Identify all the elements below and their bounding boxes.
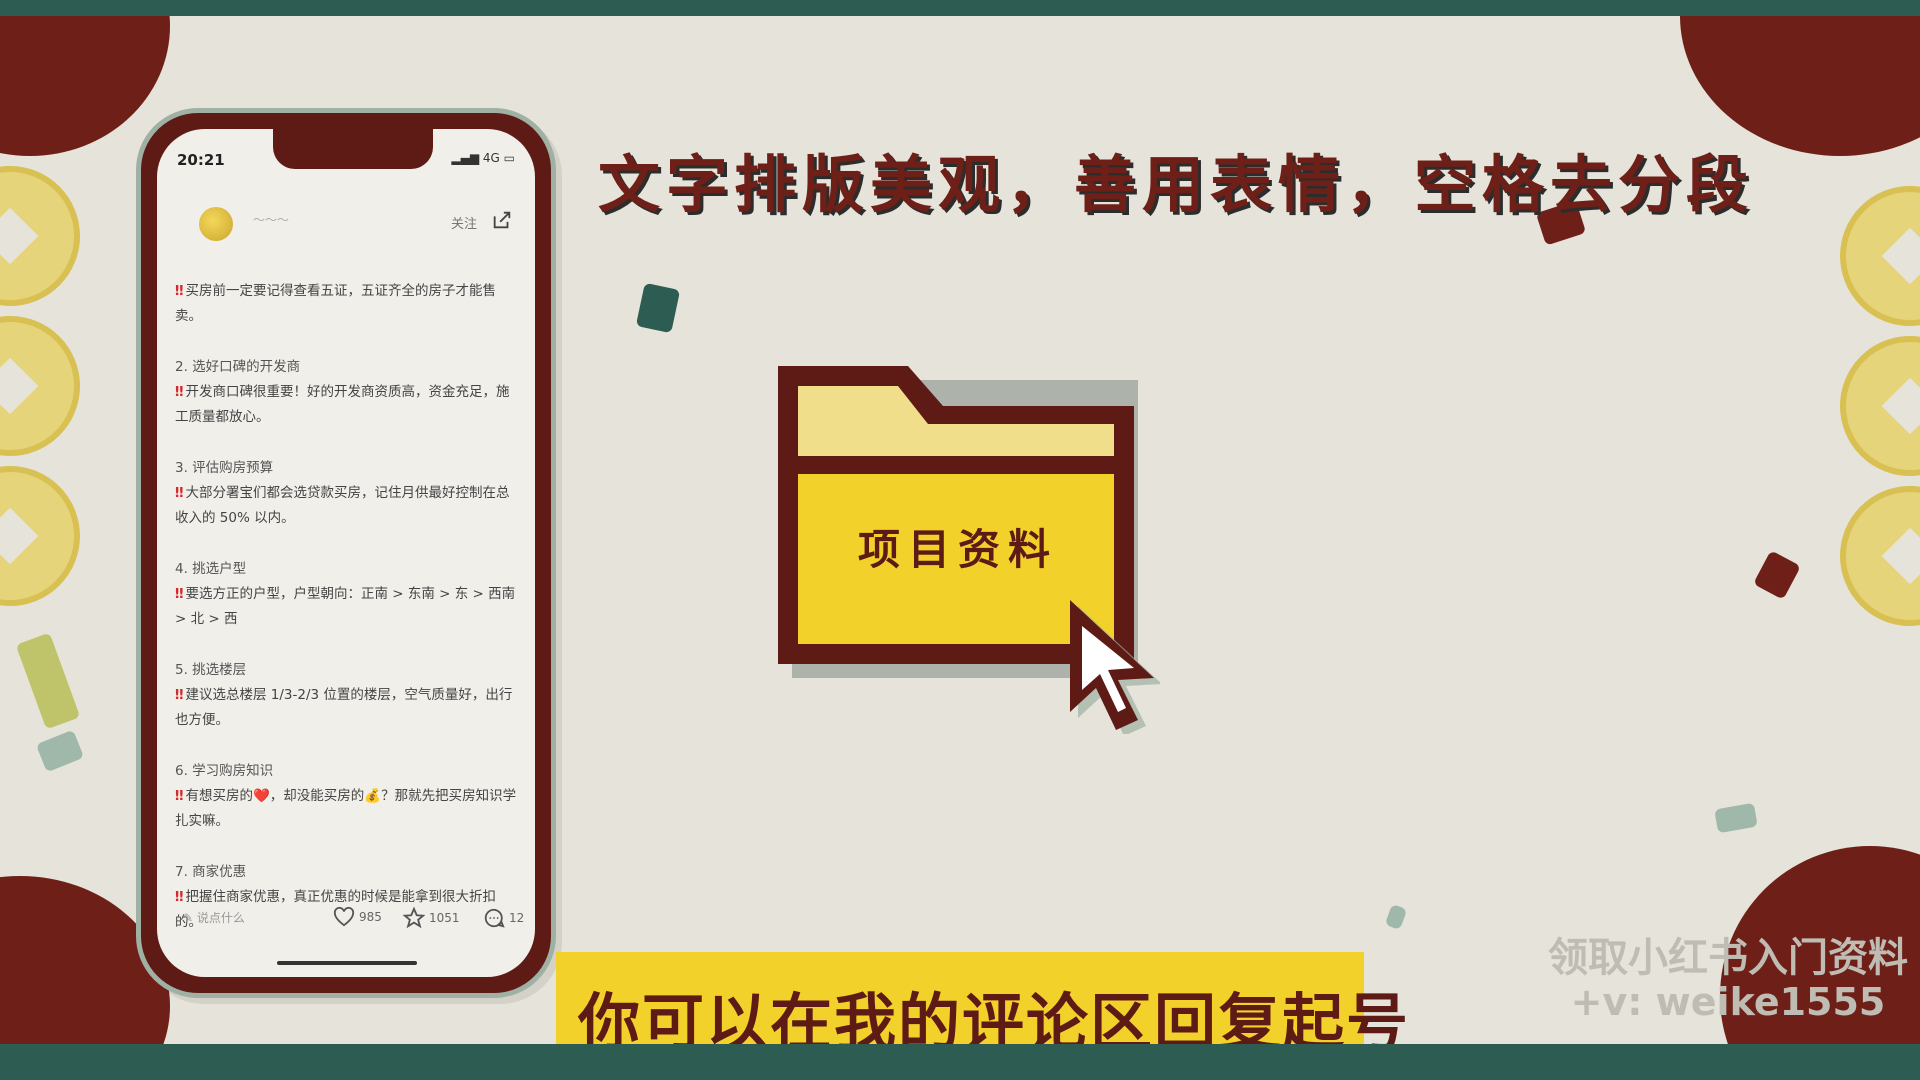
coin-decoration xyxy=(1840,336,1920,476)
star-button[interactable]: 1051 xyxy=(403,907,460,929)
post-section: ‼ 买房前一定要记得查看五证，五证齐全的房子才能售卖。 xyxy=(175,283,496,324)
watermark: 领取小红书入门资料 +v: weike1555 xyxy=(1548,935,1908,1024)
post-section: 5. 挑选楼层 ‼ 建议选总楼层 1/3-2/3 位置的楼层，空气质量好，出行也方… xyxy=(175,662,513,728)
follow-button[interactable]: 关注 xyxy=(450,217,477,232)
coin-decoration xyxy=(0,316,80,456)
double-exclamation-icon: ‼ xyxy=(175,889,184,905)
confetti xyxy=(1753,550,1801,600)
slide-stage: 20:21 ▂▄▆ 4G ▭ ～～～ 关注 ‼ 买房前一定要记得查看五证，五证 xyxy=(0,16,1920,1044)
confetti xyxy=(1714,802,1758,834)
confetti xyxy=(635,282,681,334)
status-bar: 20:21 ▂▄▆ 4G ▭ xyxy=(157,151,535,175)
post-section: 7. 商家优惠 ‼ 把握住商家优惠，真正优惠的时候是能拿到很大折扣的。 xyxy=(175,864,496,930)
headline: 文字排版美观，善用表情，空格去分段 xyxy=(598,148,1755,221)
confetti xyxy=(1384,903,1408,931)
author-name[interactable]: ～～～ xyxy=(253,213,290,227)
home-indicator xyxy=(277,961,417,965)
cursor-icon xyxy=(1070,600,1160,734)
phone-notch xyxy=(273,129,433,169)
phone-mockup: 20:21 ▂▄▆ 4G ▭ ～～～ 关注 ‼ 买房前一定要记得查看五证，五证 xyxy=(136,108,556,998)
coin-decoration xyxy=(0,466,80,606)
double-exclamation-icon: ‼ xyxy=(175,687,184,703)
double-exclamation-icon: ‼ xyxy=(175,788,184,804)
double-exclamation-icon: ‼ xyxy=(175,586,184,602)
share-icon[interactable] xyxy=(491,209,513,231)
post-section: 4. 挑选户型 ‼ 要选方正的户型，户型朝向：正南 > 东南 > 东 > 西南 >… xyxy=(175,561,516,627)
post-section: 6. 学习购房知识 ‼ 有想买房的❤️，却没能买房的💰？那就先把买房知识学扎实嘛。 xyxy=(175,763,517,829)
coin-decoration xyxy=(0,166,80,306)
comment-icon xyxy=(484,908,505,928)
caption-box: 你可以在我的评论区回复起号 xyxy=(556,952,1408,1044)
battery-icon: ▭ xyxy=(503,151,515,165)
post-action-bar: ✎ 说点什么 985 1051 12 xyxy=(157,903,535,933)
corner-blob-top-left xyxy=(0,16,170,156)
double-exclamation-icon: ‼ xyxy=(175,384,184,400)
post-section: 3. 评估购房预算 ‼ 大部分署宝们都会选贷款买房，记住月供最好控制在总收入的 5… xyxy=(175,460,510,526)
status-time: 20:21 xyxy=(177,151,225,169)
confetti xyxy=(35,729,85,773)
post-section: 2. 选好口碑的开发商 ‼ 开发商口碑很重要！好的开发商资质高，资金充足，施工质量… xyxy=(175,359,510,425)
confetti xyxy=(15,632,81,730)
author-row: ～～～ 关注 xyxy=(157,201,535,245)
post-body: ‼ 买房前一定要记得查看五证，五证齐全的房子才能售卖。 2. 选好口碑的开发商 ‼… xyxy=(175,279,517,961)
status-network: ▂▄▆ 4G ▭ xyxy=(451,151,515,165)
avatar[interactable] xyxy=(199,207,233,241)
like-button[interactable]: 985 xyxy=(333,907,382,927)
comment-button[interactable]: 12 xyxy=(483,907,524,929)
signal-icon: ▂▄▆ xyxy=(451,151,480,165)
coin-decoration xyxy=(1840,486,1920,626)
comment-input[interactable]: ✎ 说点什么 xyxy=(183,911,245,925)
phone-screen: 20:21 ▂▄▆ 4G ▭ ～～～ 关注 ‼ 买房前一定要记得查看五证，五证 xyxy=(157,129,535,977)
double-exclamation-icon: ‼ xyxy=(175,485,184,501)
folder-label: 项目资料 xyxy=(857,525,1058,574)
caption-text: 你可以在我的评论区回复起号 xyxy=(578,986,1411,1044)
double-exclamation-icon: ‼ xyxy=(175,283,184,299)
star-icon xyxy=(403,907,425,929)
heart-icon xyxy=(333,907,355,927)
coin-decoration xyxy=(1840,186,1920,326)
